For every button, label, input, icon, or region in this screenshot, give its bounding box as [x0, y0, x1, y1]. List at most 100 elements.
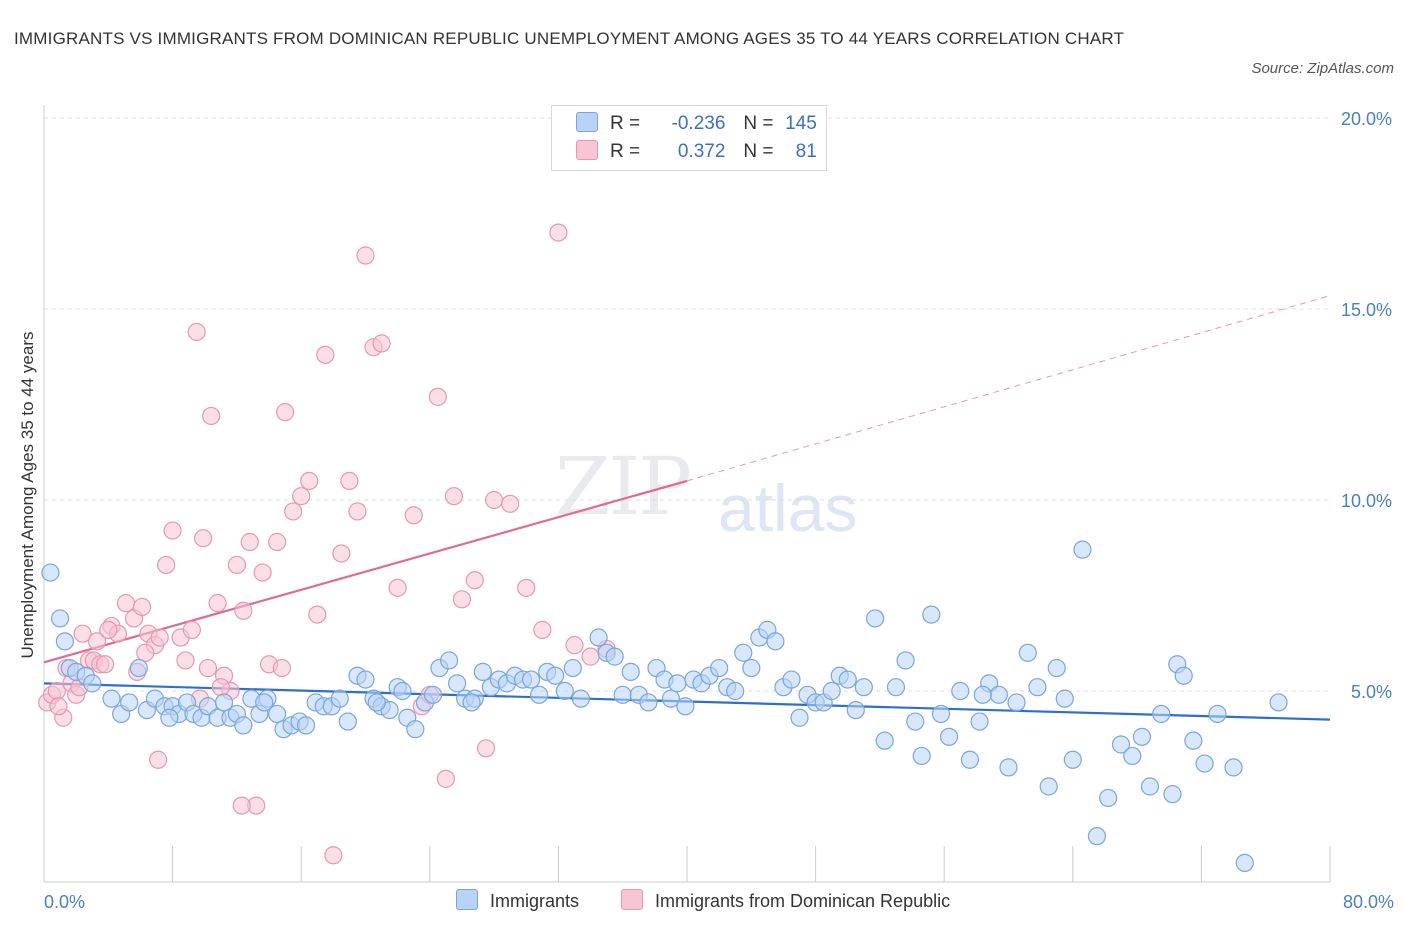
dominican-point — [292, 487, 311, 506]
immigrants-point — [854, 678, 873, 697]
dominican-point — [533, 620, 552, 639]
axis-labels: 5.0% 10.0% 15.0% 20.0% 0.0% 80.0% Unemployment… — [18, 109, 1394, 912]
immigrants-point — [960, 750, 980, 769]
immigrants-point — [1099, 788, 1118, 808]
dominican-point — [388, 578, 407, 597]
immigrants-point — [129, 658, 148, 678]
dominican-point — [234, 601, 253, 620]
dominican-point — [272, 658, 292, 678]
immigrants-point — [1224, 758, 1243, 777]
immigrants-point — [999, 758, 1018, 777]
immigrants-point — [563, 658, 582, 678]
dominican-point — [232, 796, 251, 815]
immigrants-point — [668, 674, 687, 693]
immigrants-point — [439, 651, 459, 670]
dominican-point — [211, 678, 230, 697]
immigrants-point — [973, 685, 992, 704]
dominican-point — [157, 555, 176, 575]
immigrants-point — [1235, 853, 1254, 873]
chart-source: Source: ZipAtlas.com — [1251, 60, 1394, 77]
dominican-point — [485, 490, 504, 510]
legend-n-value: 145 — [785, 113, 817, 134]
dominican-point — [340, 471, 359, 490]
legend-n-value: 81 — [795, 141, 817, 162]
dominican-point — [99, 620, 118, 639]
watermark-atlas: atlas — [718, 471, 858, 545]
dominican-point — [73, 624, 92, 643]
series-legend-immigrants: Immigrants — [456, 889, 579, 912]
legend-swatch-immigrants — [576, 112, 598, 132]
immigrants-point — [214, 693, 234, 712]
immigrants-point — [330, 689, 349, 708]
immigrants-point — [865, 609, 885, 628]
series-swatch-immigrants — [456, 889, 478, 910]
y-tick-label: 20.0% — [1341, 109, 1392, 129]
y-tick-label: 15.0% — [1341, 300, 1392, 320]
immigrants-point — [1208, 704, 1227, 724]
legend-r-value: 0.372 — [677, 141, 726, 162]
immigrants-point — [338, 712, 357, 731]
immigrants-point — [896, 651, 915, 670]
dominican-point — [276, 403, 295, 422]
immigrants-point — [255, 693, 274, 712]
legend-r-value: -0.236 — [671, 113, 726, 134]
dominican-point — [356, 246, 375, 265]
immigrants-point — [521, 670, 541, 689]
immigrants-point — [970, 712, 989, 731]
immigrants-point — [120, 693, 139, 712]
legend-n-label: N = — [743, 113, 774, 134]
dominican-point — [227, 555, 246, 575]
immigrants-point — [621, 662, 640, 682]
immigrants-point — [1163, 785, 1182, 804]
y-tick-label: 10.0% — [1341, 491, 1392, 511]
immigrants-point — [1055, 689, 1074, 708]
dominican-point — [452, 590, 472, 609]
immigrants-point — [1087, 827, 1107, 846]
dominican-point — [187, 322, 206, 342]
dominican-point — [49, 697, 68, 716]
y-tick-label: 5.0% — [1351, 682, 1392, 702]
immigrants-point — [393, 681, 412, 701]
correlation-legend: R = -0.236 N = 145 R = 0.372 N = 81 — [551, 105, 827, 171]
dominican-trend-extension — [686, 295, 1331, 482]
y-axis-label: Unemployment Among Ages 35 to 44 years — [18, 332, 37, 659]
immigrants-point — [1140, 777, 1160, 796]
immigrants-point — [1073, 540, 1092, 559]
series-name-dominican: Immigrants from Dominican Republic — [655, 891, 951, 911]
legend-row-dominican: R = 0.372 N = 81 — [576, 140, 817, 168]
dominican-point — [149, 750, 168, 769]
dominican-point — [87, 632, 107, 651]
dominican-point — [163, 521, 182, 540]
immigrants-point — [613, 685, 632, 704]
dominican-point — [132, 597, 152, 617]
immigrants-point — [726, 681, 745, 701]
immigrants-point — [1007, 693, 1026, 712]
x-tick-label: 80.0% — [1343, 892, 1394, 912]
dominican-point — [95, 655, 115, 674]
dominican-point — [517, 578, 536, 597]
immigrants-point — [102, 689, 121, 708]
immigrants-point — [922, 605, 941, 624]
immigrants-point — [1028, 678, 1047, 697]
immigrants-point — [951, 681, 970, 701]
dominican-point — [501, 494, 520, 513]
immigrants-point — [742, 658, 761, 678]
immigrants-point — [989, 685, 1008, 704]
dominican-point — [116, 594, 136, 613]
immigrants-point — [931, 704, 951, 724]
immigrants-point — [605, 647, 624, 666]
dominican-point — [194, 529, 213, 548]
immigrants-point — [41, 563, 60, 582]
dominican-point — [267, 532, 287, 552]
dominican-point — [549, 223, 568, 242]
dominican-point — [316, 345, 335, 364]
series-legend-dominican: Immigrants from Dominican Republic — [621, 889, 950, 912]
axes — [43, 105, 1331, 883]
dominican-point — [565, 636, 584, 655]
immigrants-point — [571, 689, 591, 708]
legend-row-immigrants: R = -0.236 N = 145 — [576, 112, 817, 140]
dominican-point — [581, 647, 600, 666]
immigrants-point — [1018, 643, 1037, 662]
immigrants-point — [1111, 735, 1131, 754]
